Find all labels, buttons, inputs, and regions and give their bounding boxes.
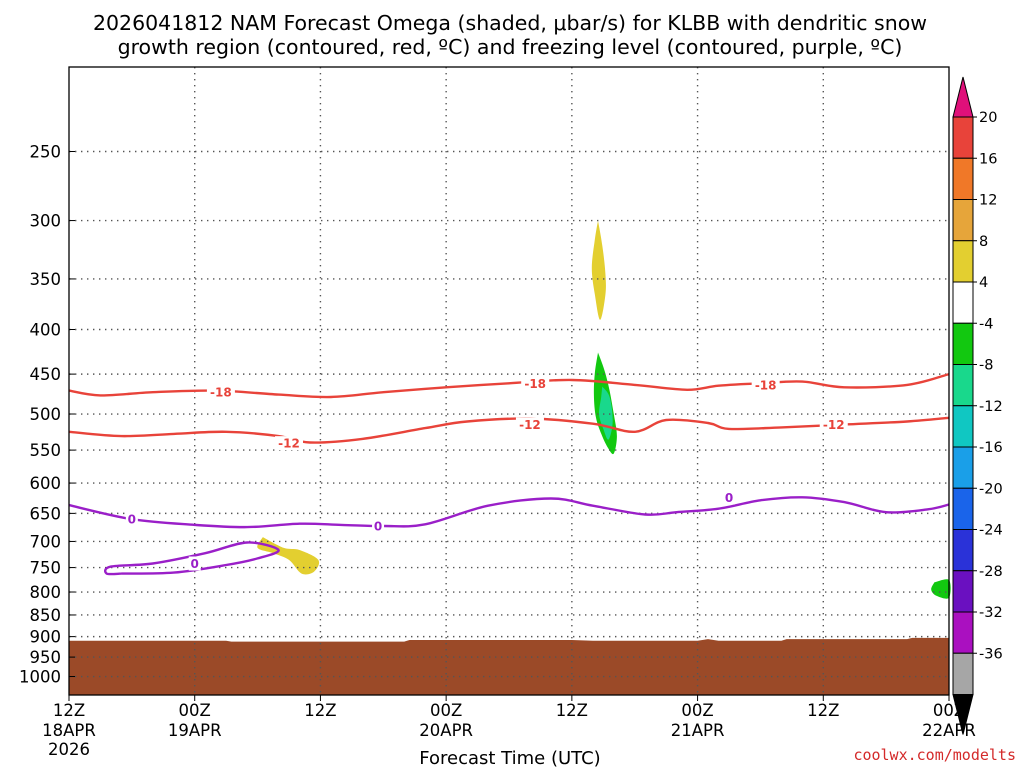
colorbar-band-1 [952,157,974,200]
contour-label-1: -18 [524,377,546,391]
colorbar-label-8: -16 [979,440,1003,456]
colorbar-label-7: -12 [979,399,1003,415]
y-tick-label-250: 250 [30,143,62,162]
colorbar-label-2: 12 [979,193,997,209]
x-tick-label-3-l2: 20APR [419,721,473,740]
colorbar-band-7 [952,405,974,448]
colorbar-label-12: -32 [979,605,1003,621]
colorbar-label-3: 8 [979,234,988,250]
x-tick-label-0-l1: 12Z [53,701,85,720]
colorbar-label-4: 4 [979,275,988,291]
y-tick-label-300: 300 [30,212,62,231]
omega-positive-upper [591,220,606,320]
chart-title-line2: growth region (contoured, red, ºC) and f… [118,35,903,59]
colorbar-label-1: 16 [979,151,997,167]
y-tick-label-750: 750 [30,559,62,578]
x-axis-label: Forecast Time (UTC) [419,748,600,768]
colorbar-label-11: -28 [979,564,1003,580]
y-tick-label-900: 900 [30,628,62,647]
y-axis-ticks: 250 300 350 400 450 500 550 600 650 700 750 800 850 9… [19,143,75,687]
x-tick-label-5-l1: 00Z [681,701,713,720]
colorbar-band-0 [952,116,974,159]
colorbar-band-5 [952,322,974,365]
colorbar-band-12 [952,611,974,654]
contour-label-bg-2 [751,377,780,392]
y-tick-label-650: 650 [30,504,62,523]
dgz-minus-18 [68,372,950,399]
contour-label-0: -18 [210,386,232,400]
contour-label-bg-0 [206,385,235,400]
colorbar-band-11 [952,570,974,613]
terrain-ground [69,637,949,695]
freezing-level [68,496,950,529]
colorbar-label-0: 20 [979,110,997,126]
contour-label-bg-8 [723,490,735,505]
terrain-layer [69,637,949,695]
contour-label-6: 0 [128,513,136,527]
x-tick-label-6-l1: 12Z [807,701,839,720]
colorbar-band-8 [952,446,974,489]
contour-label-bg-6 [125,512,138,527]
y-tick-label-350: 350 [30,270,62,289]
x-tick-label-1-l1: 00Z [179,701,211,720]
y-tick-label-700: 700 [30,532,62,551]
x-tick-label-4-l1: 12Z [556,701,588,720]
colorbar-band-2 [952,199,974,242]
y-tick-label-950: 950 [30,648,62,667]
colorbar-label-10: -24 [979,523,1003,539]
contour-label-8: 0 [725,491,733,505]
contour-label-bg-1 [521,376,550,391]
grid-layer [69,67,949,695]
contour-label-bg-9 [188,556,201,571]
contour-label-bg-7 [372,518,385,533]
contour-label-2: -18 [755,378,777,392]
colorbar: 20 16 12 8 4 -4 -8 -12 -16 -20 -24 -28 -32 -36 [952,76,1003,735]
colorbar-band-4 [952,281,974,324]
credit-text: coolwx.com/modelts [853,746,1016,764]
chart-title-line1: 2026041812 NAM Forecast Omega (shaded, μ… [93,11,927,35]
colorbar-top-arrow [952,76,974,118]
x-tick-label-5-l2: 21APR [671,721,725,740]
plot-frame [68,66,950,696]
colorbar-label-5: -4 [979,316,993,332]
x-tick-label-7-l2: 22APR [922,721,976,740]
colorbar-bottom-arrow [952,694,974,735]
contour-label-bg-3 [275,436,303,451]
y-tick-label-800: 800 [30,583,62,602]
x-tick-label-1-l2: 19APR [168,721,222,740]
y-tick-label-1000: 1000 [19,668,61,687]
y-tick-label-850: 850 [30,606,62,625]
contour-layer [68,372,950,576]
contour-label-4: -12 [519,418,541,432]
contour-label-bg-4 [515,417,544,432]
colorbar-band-10 [952,529,974,572]
y-tick-label-450: 450 [30,365,62,384]
contour-label-5: -12 [823,418,845,432]
x-tick-label-0-l3: 2026 [48,740,90,759]
contour-label-bg-5 [819,417,848,432]
y-tick-label-550: 550 [30,441,62,460]
contour-label-9: 0 [191,557,199,571]
colorbar-label-13: -36 [979,646,1003,662]
dgz-minus-12 [68,416,950,444]
x-tick-label-3-l1: 00Z [430,701,462,720]
colorbar-band-13 [952,652,974,695]
freezing-level-loop [104,541,280,576]
contour-label-3: -12 [278,437,300,451]
omega-negative-low [931,579,951,599]
contour-label-7: 0 [374,519,382,533]
y-tick-label-600: 600 [30,474,62,493]
colorbar-band-3 [952,240,974,283]
contour-label-layer: -18 -18 -18 -12 -12 -12 0 0 0 0 [125,376,848,571]
colorbar-label-6: -8 [979,358,993,374]
x-tick-label-2-l1: 12Z [304,701,336,720]
colorbar-band-6 [952,364,974,407]
y-tick-label-500: 500 [30,405,62,424]
colorbar-band-9 [952,487,974,530]
y-tick-label-400: 400 [30,321,62,340]
x-tick-label-0-l2: 18APR [42,721,96,740]
colorbar-label-9: -20 [979,481,1003,497]
